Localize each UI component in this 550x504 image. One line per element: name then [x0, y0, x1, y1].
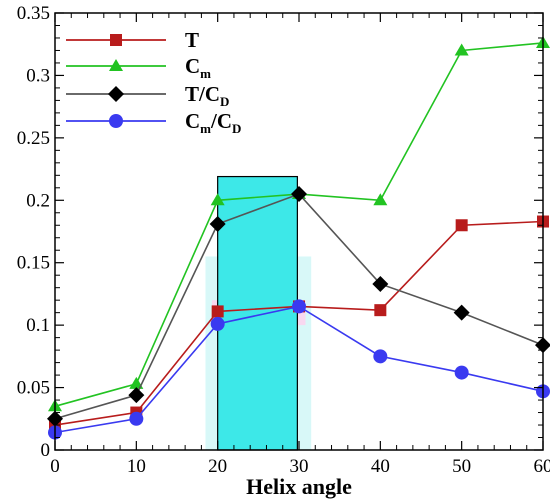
data-point: [291, 186, 307, 203]
series-layer: [47, 35, 550, 440]
data-point: [210, 193, 225, 206]
data-point: [129, 411, 144, 426]
x-tick-label: 20: [208, 456, 227, 477]
legend-marker: [109, 59, 123, 71]
data-point: [128, 387, 145, 404]
data-point: [373, 193, 388, 206]
x-axis-title: Helix angle: [246, 474, 352, 499]
y-tick-label: 0.35: [17, 3, 50, 24]
y-tick-label: 0.05: [17, 378, 50, 399]
data-point: [210, 316, 225, 331]
x-tick-label: 60: [534, 456, 550, 477]
legend-label: Cm: [185, 54, 211, 81]
x-tick-label: 0: [50, 456, 60, 477]
x-tick-label: 50: [452, 456, 471, 477]
series-3: [47, 186, 550, 427]
y-tick-label: 0.25: [17, 128, 50, 149]
y-tick-label: 0.15: [17, 253, 50, 274]
y-tick-label: 0.2: [26, 190, 50, 211]
y-tick-label: 0: [41, 440, 51, 461]
highlight-box: [217, 175, 298, 451]
legend-item-3: T/CD: [66, 82, 229, 109]
data-point: [455, 219, 468, 232]
data-point: [372, 275, 389, 292]
x-tick-label: 10: [127, 456, 146, 477]
legend-label: T: [185, 28, 199, 52]
data-point: [373, 349, 388, 364]
y-tick-label: 0.1: [26, 315, 50, 336]
highlight-layer: [205, 175, 312, 451]
x-tick-label: 30: [290, 456, 309, 477]
legend-label: Cm/CD: [185, 109, 241, 136]
axes-layer: 0 0.05 0.1 0.15 0.2 0.25 0.3 0.35 0 10 20 30 40 50 60: [17, 3, 550, 477]
legend-item-2: Cm: [66, 54, 211, 81]
legend-item-4: Cm/CD: [66, 109, 241, 136]
data-point: [454, 365, 469, 380]
legend-marker: [108, 86, 124, 102]
y-tick-label: 0.3: [26, 65, 50, 86]
data-point: [209, 216, 226, 233]
legend-marker: [110, 34, 122, 46]
data-point: [454, 43, 469, 56]
legend-item-1: T: [66, 28, 199, 52]
legend-label: T/CD: [185, 82, 229, 109]
data-point: [374, 304, 387, 317]
series-4: [48, 299, 550, 440]
data-point: [129, 376, 144, 389]
data-point: [211, 305, 224, 318]
legend-marker: [109, 114, 123, 128]
data-point: [453, 304, 470, 321]
x-tick-label: 40: [371, 456, 390, 477]
data-point: [292, 299, 306, 314]
